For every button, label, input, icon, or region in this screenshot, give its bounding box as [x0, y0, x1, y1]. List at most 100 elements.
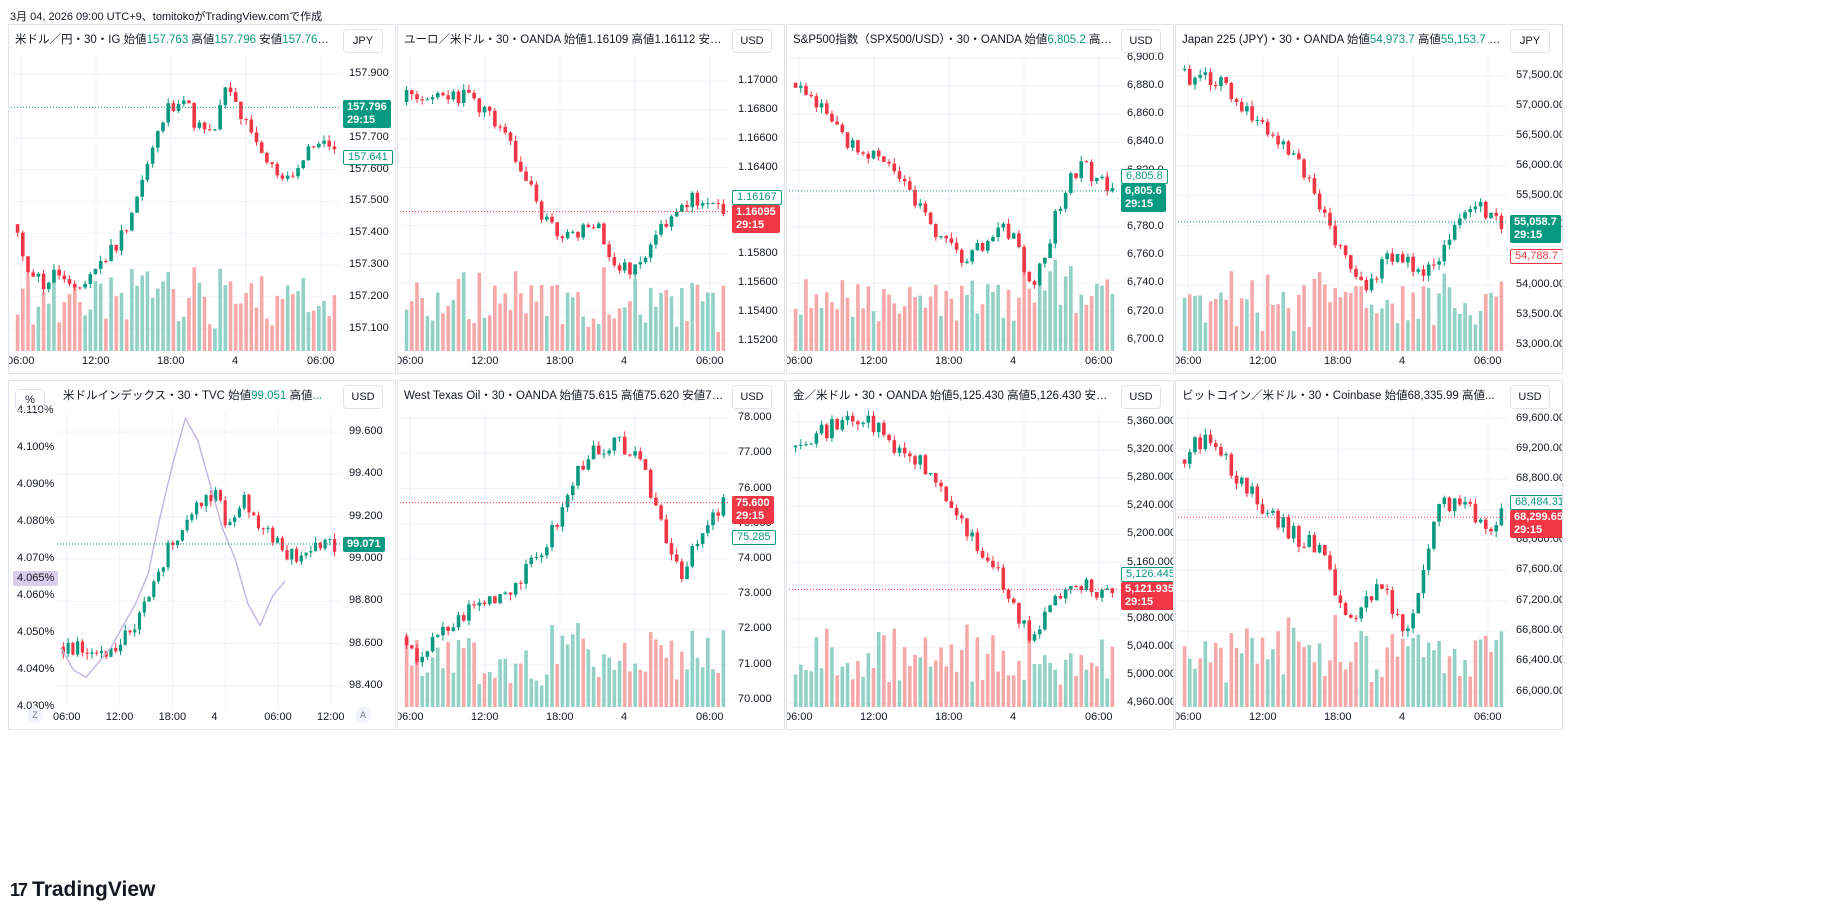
candle-body [798, 85, 803, 88]
candle-body [524, 171, 528, 181]
chart-canvas[interactable] [787, 25, 1174, 374]
volume-bar [861, 676, 865, 707]
volume-bar [1234, 647, 1239, 707]
bar-countdown: 29:15 [736, 509, 765, 522]
candle-body [1468, 209, 1473, 213]
volume-bar [887, 682, 891, 707]
last-price-tag[interactable]: 68,299.65 29:15 [1510, 510, 1562, 539]
candle-body [270, 162, 274, 165]
chart-panel[interactable]: 5,360.000 5,320.000 5,280.000 5,240.000 5,20… [786, 380, 1174, 730]
y-axis-tick: 6,900.0 [1127, 50, 1164, 63]
tradingview-logo[interactable]: 17 TradingView [10, 878, 155, 902]
time-zone-button[interactable]: Z [27, 707, 43, 723]
currency-unit-button[interactable]: USD [1510, 385, 1550, 409]
x-axis-tick: 4 [232, 355, 239, 367]
currency-unit-button[interactable]: USD [343, 385, 383, 409]
last-price-tag[interactable]: 55,058.7 29:15 [1510, 214, 1561, 243]
volume-bar [622, 642, 627, 707]
symbol-legend[interactable]: 米ドル／円・30・IG 始値157.763 高値157.796 安値157.76… [15, 31, 335, 47]
chart-panel[interactable]: 1.170001.168001.166001.164001.160001.158… [397, 24, 785, 374]
high-label: 高値 [1458, 390, 1485, 402]
volume-bar [1421, 657, 1426, 707]
x-axis-tick: 12:00 [317, 711, 345, 723]
candle-body [944, 486, 949, 502]
symbol-legend[interactable]: 金／米ドル・30・OANDA 始値5,125.430 高値5,126.430 安… [793, 387, 1113, 403]
candle-body [1463, 501, 1467, 505]
chart-panel[interactable]: 69,600.0069,200.0068,800.0068,400.0068,0… [1175, 380, 1563, 730]
symbol-legend[interactable]: ユーロ／米ドル・30・OANDA 始値1.16109 高値1.16112 安値.… [404, 31, 724, 47]
last-price-tag[interactable]: 157.796 29:15 [343, 100, 391, 129]
chart-canvas[interactable] [398, 25, 785, 374]
chart-canvas[interactable] [787, 381, 1174, 730]
volume-bar [856, 284, 860, 351]
currency-unit-button[interactable]: JPY [1510, 29, 1550, 53]
chart-panel[interactable]: 57,500.00 57,000.00 56,500.00 56,000.00 55,5… [1175, 24, 1563, 374]
volume-bar [451, 300, 456, 351]
candle-body [309, 551, 313, 553]
candle-body [648, 244, 653, 258]
x-axis-tick: 06:00 [1085, 711, 1113, 723]
chart-panel[interactable]: 157.900 157.700 157.600 157.500 157.400 157.3… [8, 24, 396, 374]
symbol-legend[interactable]: S&P500指数（SPX500/USD）・30・OANDA 始値6,805.2 … [793, 31, 1113, 47]
chart-panel[interactable]: 6,900.06,880.06,860.06,840.06,820.06,800… [786, 24, 1174, 374]
candle-body [975, 243, 980, 251]
symbol-legend[interactable]: Japan 225 (JPY)・30・OANDA 始値54,973.7 高値55… [1182, 31, 1502, 47]
chart-canvas[interactable] [9, 25, 396, 374]
volume-bar [244, 292, 248, 351]
auto-scale-button[interactable]: A [355, 707, 371, 723]
candle-body [256, 515, 261, 529]
y-axis-tick: 157.400 [349, 226, 389, 239]
candle-body [314, 542, 318, 552]
chart-canvas[interactable] [1176, 381, 1563, 730]
volume-bar [664, 290, 669, 351]
chart-canvas[interactable] [1176, 25, 1563, 374]
chart-canvas[interactable] [398, 381, 785, 730]
last-price-tag[interactable]: 5,121.935 29:15 [1121, 582, 1173, 611]
last-price-tag[interactable]: 6,805.6 29:15 [1121, 183, 1166, 212]
volume-bar [1281, 291, 1286, 351]
percent-scale-button[interactable]: % [15, 389, 45, 411]
chart-panel[interactable]: 78.00077.00076.00075.00074.00073.00072.0… [397, 380, 785, 730]
candle-body [814, 96, 819, 108]
volume-bar [446, 305, 450, 351]
last-price-tag[interactable]: 99.071 [343, 536, 385, 552]
currency-unit-button[interactable]: JPY [343, 29, 383, 53]
symbol-legend[interactable]: ビットコイン／米ドル・30・Coinbase 始値68,335.99 高値... [1182, 387, 1495, 403]
candle-body [52, 269, 56, 283]
candle-body [124, 230, 129, 232]
candle-body [669, 216, 674, 227]
chart-canvas[interactable] [9, 381, 396, 730]
volume-bars [15, 267, 337, 351]
symbol-legend[interactable]: 米ドルインデックス・30・TVC 始値99.051 高値... [63, 387, 322, 403]
candle-body [882, 422, 886, 435]
currency-unit-button[interactable]: USD [732, 385, 772, 409]
candle-body [980, 243, 985, 251]
volume-bar [275, 295, 280, 351]
volume-bar [150, 297, 155, 351]
candle-body [420, 656, 424, 663]
candle-body [882, 156, 886, 162]
candle-body [461, 615, 466, 621]
currency-unit-button[interactable]: USD [732, 29, 772, 53]
y-axis-tick: 5,000.000 [1127, 668, 1174, 681]
chart-panel[interactable]: 4.110% 4.100% 4.090% 4.080% 4.070% 4.060% 4.05… [8, 380, 396, 730]
candle-body [596, 445, 601, 455]
volume-bar [897, 680, 902, 707]
last-price-tag[interactable]: 1.16095 29:15 [732, 204, 780, 233]
volume-bar [239, 303, 243, 351]
candle-body [67, 279, 72, 284]
candle-body [133, 629, 137, 633]
symbol-legend[interactable]: West Texas Oil・30・OANDA 始値75.615 高値75.62… [404, 387, 724, 403]
candle-body [119, 230, 124, 251]
open-value: 1.16109 [586, 34, 629, 46]
volume-bar [1281, 674, 1286, 707]
last-price-tag[interactable]: 75.600 29:15 [732, 495, 774, 524]
volume-bar [669, 640, 674, 707]
volume-bar [435, 647, 440, 707]
candle-body [425, 651, 430, 657]
currency-unit-button[interactable]: USD [1121, 29, 1161, 53]
volume-bar [317, 305, 321, 351]
volume-bar [498, 659, 502, 707]
candle-body [62, 275, 67, 280]
currency-unit-button[interactable]: USD [1121, 385, 1161, 409]
